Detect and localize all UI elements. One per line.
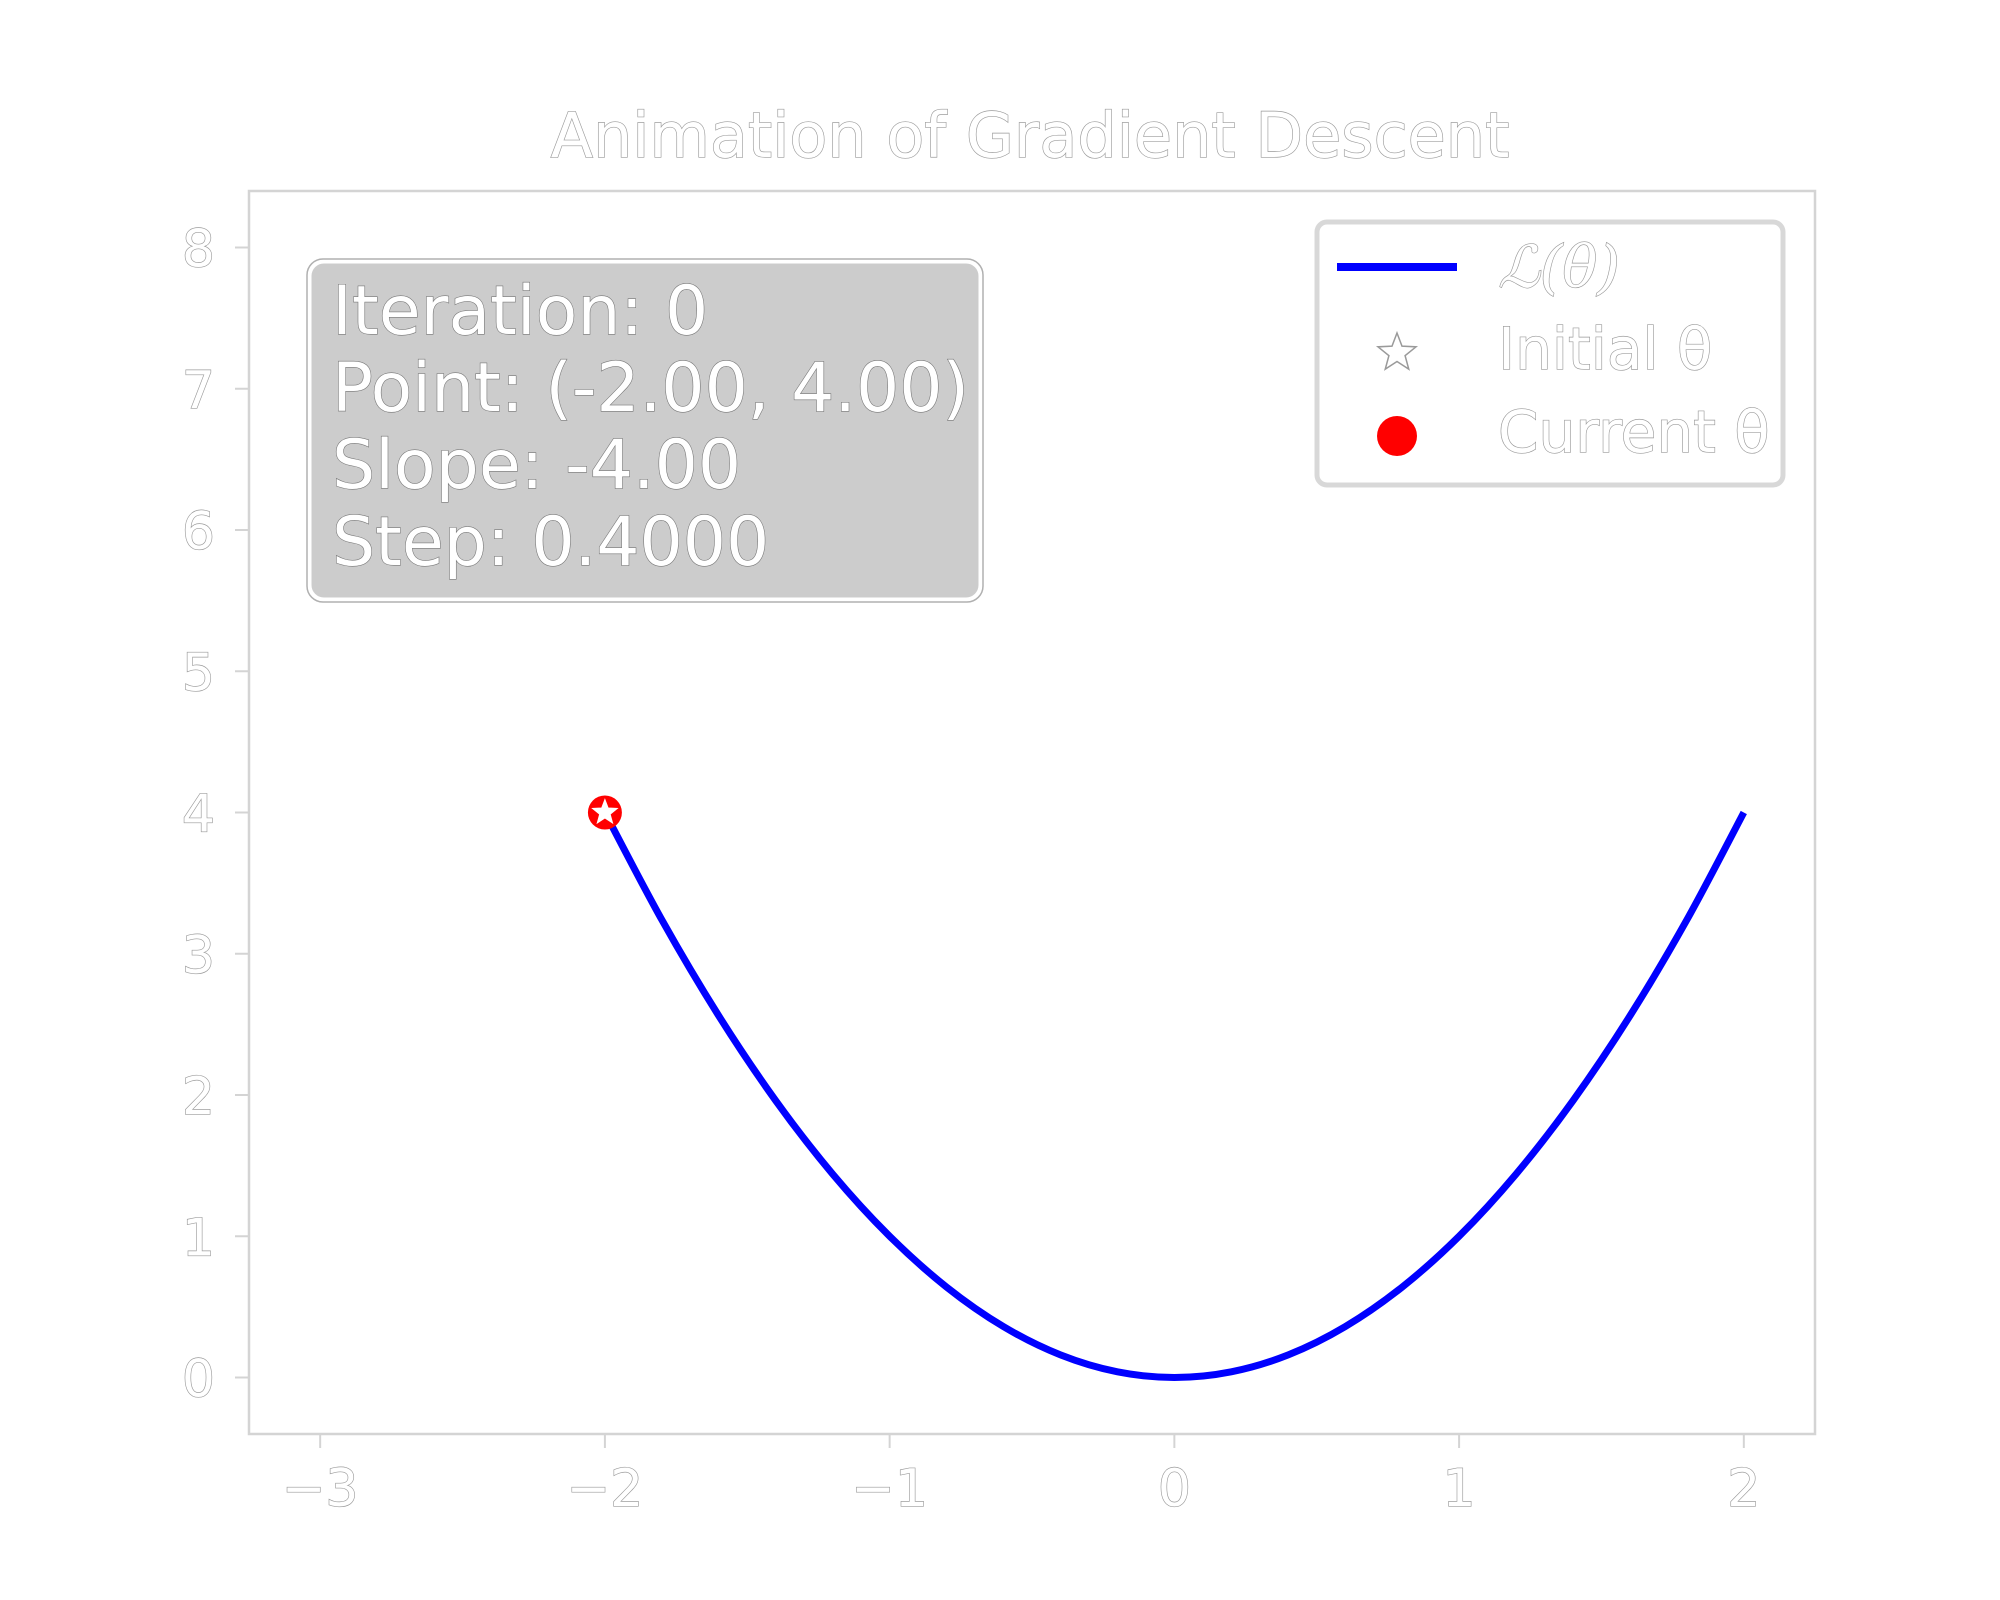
- info-step: Step: 0.4000: [332, 503, 769, 582]
- y-tick-label: 3: [182, 926, 215, 986]
- y-tick-label: 5: [182, 643, 215, 703]
- x-tick-label: 2: [1727, 1459, 1760, 1519]
- y-tick-label: 8: [182, 220, 215, 280]
- info-iteration: Iteration: 0: [332, 272, 708, 351]
- y-axis-ticks: 0 1 2 3 4 5 6 7 8: [181, 219, 249, 1410]
- y-tick-label: 1: [182, 1208, 215, 1268]
- legend-box: [1314, 219, 1786, 488]
- legend-label-initial: Initial θ: [1498, 315, 1712, 383]
- legend: ℒ(θ) Initial θ Current θ: [1314, 219, 1786, 488]
- y-tick-label: 0: [182, 1350, 215, 1410]
- info-box-outline: [306, 258, 984, 603]
- y-tick-label: 6: [182, 502, 215, 562]
- y-tick-label: 4: [182, 785, 215, 845]
- x-tick-label: −1: [851, 1459, 928, 1519]
- info-slope: Slope: -4.00: [332, 426, 741, 505]
- info-box: Iteration: 0 Point: (-2.00, 4.00) Slope:…: [306, 258, 984, 603]
- x-tick-label: −2: [567, 1459, 644, 1519]
- loss-curve-line: [601, 810, 1747, 1381]
- x-axis-ticks: −3 −2 −1 0 1 2: [281, 1434, 1761, 1520]
- legend-circle-swatch: [1377, 416, 1417, 456]
- x-tick-label: −3: [282, 1459, 359, 1519]
- y-tick-label: 2: [182, 1067, 215, 1127]
- star-icon: [1375, 330, 1419, 371]
- x-tick-label: 1: [1443, 1459, 1476, 1519]
- initial-theta-marker: [591, 798, 619, 825]
- info-point: Point: (-2.00, 4.00): [332, 349, 969, 428]
- legend-label-current: Current θ: [1498, 398, 1770, 466]
- legend-label-loss: ℒ(θ): [1498, 233, 1620, 301]
- info-box-background: [308, 260, 982, 601]
- y-tick-label: 7: [182, 361, 215, 421]
- x-tick-label: 0: [1158, 1459, 1191, 1519]
- chart-title: Animation of Gradient Descent: [551, 99, 1510, 172]
